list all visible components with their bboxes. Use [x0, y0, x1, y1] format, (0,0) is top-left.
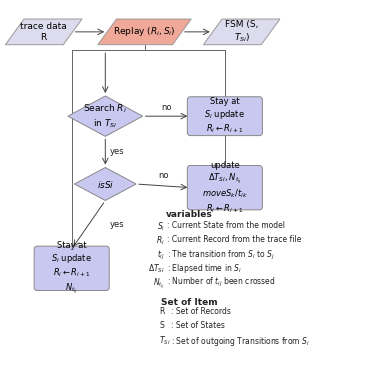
- Text: Replay $(R_i,S_i)$: Replay $(R_i,S_i)$: [113, 25, 176, 38]
- Text: $isSi$: $isSi$: [97, 178, 114, 190]
- Text: no: no: [161, 103, 172, 112]
- FancyBboxPatch shape: [34, 246, 109, 290]
- Text: yes: yes: [110, 220, 125, 229]
- Text: : Elapsed time in $S_i$: : Elapsed time in $S_i$: [167, 262, 242, 276]
- FancyBboxPatch shape: [188, 166, 262, 210]
- Text: update
$\Delta T_{Si},N_{t_{ij}}$
$moveS_k/t_{ik}$
$R_i \leftarrow R_{i+1}$: update $\Delta T_{Si},N_{t_{ij}}$ $moveS…: [202, 161, 248, 215]
- Text: $N_{t_{ij}}$: $N_{t_{ij}}$: [153, 276, 165, 291]
- Text: Stay at
$S_i$ update
$R_i \leftarrow R_{i+1}$: Stay at $S_i$ update $R_i \leftarrow R_{…: [204, 97, 245, 135]
- Text: $t_{ij}$: $t_{ij}$: [157, 248, 165, 262]
- Polygon shape: [5, 19, 82, 45]
- Text: yes: yes: [110, 148, 125, 156]
- FancyBboxPatch shape: [188, 97, 262, 135]
- Text: no: no: [158, 171, 168, 180]
- Text: Stay at
$S_i$ update
$R_i \leftarrow R_{i+1}$
$N_{t_{ij}}$: Stay at $S_i$ update $R_i \leftarrow R_{…: [51, 241, 92, 296]
- Polygon shape: [68, 96, 142, 136]
- Text: R: R: [159, 307, 165, 316]
- Text: : The transition from $S_i$ to $S_j$: : The transition from $S_i$ to $S_j$: [167, 248, 275, 262]
- Text: Search $R_i$
in $T_{Si}$: Search $R_i$ in $T_{Si}$: [83, 103, 127, 130]
- Text: : Current State from the model: : Current State from the model: [167, 221, 285, 230]
- Text: variables: variables: [166, 210, 213, 219]
- Text: $R_i$: $R_i$: [156, 234, 165, 247]
- Text: S: S: [159, 321, 164, 330]
- Text: $S_i$: $S_i$: [157, 221, 165, 233]
- Text: : Set of States: : Set of States: [171, 321, 225, 330]
- Text: : Set of Records: : Set of Records: [171, 307, 231, 316]
- Polygon shape: [75, 167, 136, 201]
- Text: FSM (S,
$T_{Si}$): FSM (S, $T_{Si}$): [225, 20, 258, 43]
- Text: : Set of outgoing Transitions from $S_i$: : Set of outgoing Transitions from $S_i$: [171, 335, 310, 348]
- Polygon shape: [203, 19, 280, 45]
- Text: $T_{Si}$: $T_{Si}$: [159, 335, 171, 347]
- Polygon shape: [98, 19, 191, 45]
- Text: trace data
R: trace data R: [20, 22, 67, 42]
- Text: Set of Item: Set of Item: [161, 298, 218, 307]
- Text: $\Delta T_{Si}$: $\Delta T_{Si}$: [148, 262, 165, 275]
- Text: : Number of $t_{ij}$ been crossed: : Number of $t_{ij}$ been crossed: [167, 276, 276, 290]
- Text: : Current Record from the trace file: : Current Record from the trace file: [167, 234, 302, 244]
